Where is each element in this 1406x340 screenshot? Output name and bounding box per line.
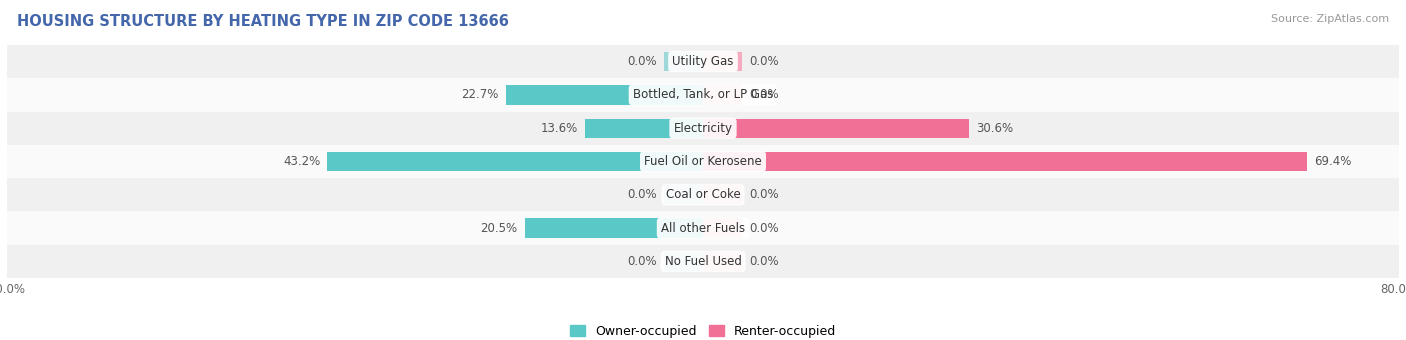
Text: 0.0%: 0.0% <box>627 55 657 68</box>
Text: Bottled, Tank, or LP Gas: Bottled, Tank, or LP Gas <box>633 88 773 101</box>
Bar <box>703 219 742 238</box>
Text: Coal or Coke: Coal or Coke <box>665 188 741 201</box>
Bar <box>524 219 703 238</box>
Text: 22.7%: 22.7% <box>461 88 499 101</box>
Text: All other Fuels: All other Fuels <box>661 222 745 235</box>
Bar <box>328 152 703 171</box>
Bar <box>585 119 703 138</box>
Bar <box>703 252 742 271</box>
Text: 0.0%: 0.0% <box>749 55 779 68</box>
Text: Fuel Oil or Kerosene: Fuel Oil or Kerosene <box>644 155 762 168</box>
Text: No Fuel Used: No Fuel Used <box>665 255 741 268</box>
Bar <box>7 112 1399 145</box>
Bar <box>7 45 1399 78</box>
Bar <box>703 85 742 104</box>
Text: 0.0%: 0.0% <box>627 188 657 201</box>
Bar <box>7 145 1399 178</box>
Legend: Owner-occupied, Renter-occupied: Owner-occupied, Renter-occupied <box>565 320 841 340</box>
Bar <box>7 245 1399 278</box>
Text: HOUSING STRUCTURE BY HEATING TYPE IN ZIP CODE 13666: HOUSING STRUCTURE BY HEATING TYPE IN ZIP… <box>17 14 509 29</box>
Text: 0.0%: 0.0% <box>749 188 779 201</box>
Bar <box>7 211 1399 245</box>
Bar <box>506 85 703 104</box>
Bar <box>703 152 1306 171</box>
Bar <box>664 52 703 71</box>
Bar <box>7 178 1399 211</box>
Bar <box>703 119 969 138</box>
Text: 20.5%: 20.5% <box>481 222 517 235</box>
Text: 0.0%: 0.0% <box>749 222 779 235</box>
Bar <box>703 52 742 71</box>
Text: 0.0%: 0.0% <box>627 255 657 268</box>
Text: Source: ZipAtlas.com: Source: ZipAtlas.com <box>1271 14 1389 23</box>
Bar <box>664 185 703 204</box>
Text: 0.0%: 0.0% <box>749 88 779 101</box>
Bar <box>703 185 742 204</box>
Text: 0.0%: 0.0% <box>749 255 779 268</box>
Bar <box>664 252 703 271</box>
Text: 43.2%: 43.2% <box>283 155 321 168</box>
Bar <box>7 78 1399 112</box>
Text: Electricity: Electricity <box>673 122 733 135</box>
Text: 13.6%: 13.6% <box>540 122 578 135</box>
Text: Utility Gas: Utility Gas <box>672 55 734 68</box>
Text: 69.4%: 69.4% <box>1313 155 1351 168</box>
Text: 30.6%: 30.6% <box>976 122 1014 135</box>
